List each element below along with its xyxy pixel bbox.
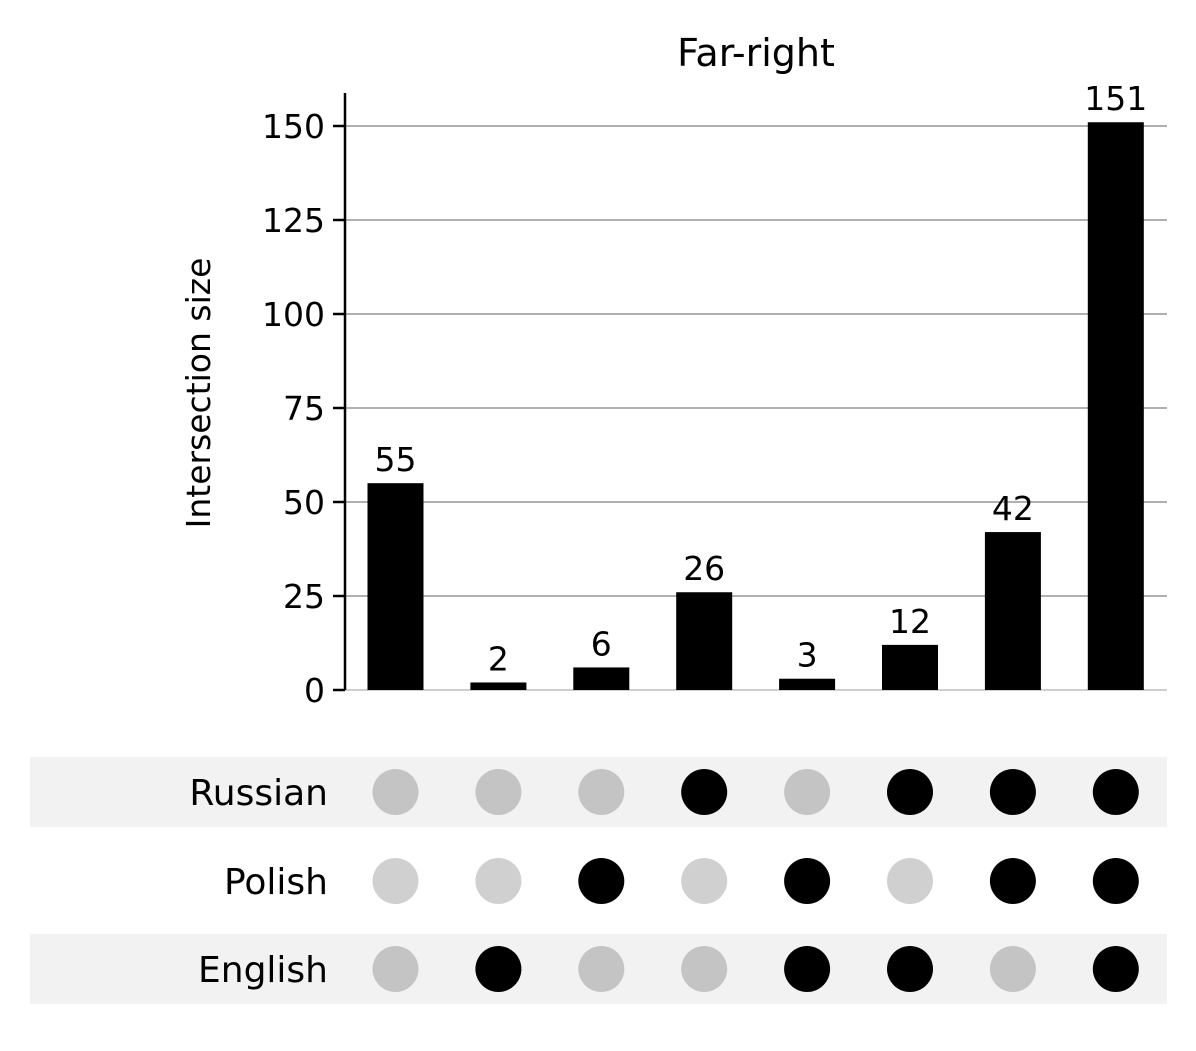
y-axis: 0 25 50 75 100 125 150	[262, 93, 347, 710]
bar-value-label-0: 55	[375, 440, 417, 479]
bar-0	[367, 483, 424, 690]
matrix-dot-polish-2	[578, 858, 625, 904]
matrix-dot-polish-5	[887, 858, 933, 904]
matrix-dot-english-4	[784, 946, 831, 992]
y-tick-label-125: 125	[262, 201, 325, 240]
matrix-dot-english-0	[372, 946, 419, 992]
bar-1	[470, 682, 527, 690]
bars	[367, 122, 1144, 691]
matrix-dot-russian-7	[1092, 769, 1139, 815]
matrix-dot-russian-6	[989, 769, 1036, 815]
bar-5	[882, 644, 938, 690]
y-tick-label-100: 100	[262, 295, 325, 334]
bar-value-label-6: 42	[992, 489, 1034, 528]
y-tick-label-50: 50	[283, 483, 325, 522]
matrix-dot-english-6	[989, 946, 1036, 992]
matrix-dot-english-5	[887, 946, 933, 992]
matrix-dot-english-3	[681, 946, 728, 992]
y-tick-label-0: 0	[304, 671, 325, 710]
y-gridlines	[345, 125, 1167, 691]
set-label-english: English	[198, 950, 328, 991]
matrix-dot-polish-6	[989, 858, 1036, 904]
matrix-dot-russian-3	[681, 769, 728, 815]
matrix-dot-polish-0	[372, 858, 419, 904]
matrix-dot-russian-4	[784, 769, 831, 815]
matrix-dot-polish-7	[1092, 858, 1139, 904]
matrix-dot-polish-3	[681, 858, 728, 904]
y-tick-label-150: 150	[262, 107, 325, 146]
bar-3	[676, 592, 733, 690]
set-label-polish: Polish	[224, 862, 328, 903]
matrix-dot-polish-1	[475, 858, 522, 904]
bar-2	[573, 667, 630, 690]
bar-value-label-3: 26	[683, 549, 725, 588]
matrix-dot-english-7	[1092, 946, 1139, 992]
y-tick-label-25: 25	[283, 577, 325, 616]
membership-matrix	[372, 769, 1139, 992]
bar-7	[1087, 122, 1144, 691]
matrix-dot-english-2	[578, 946, 625, 992]
bar-value-label-2: 6	[591, 624, 612, 663]
y-tick-label-75: 75	[283, 389, 325, 428]
matrix-dot-russian-1	[475, 769, 522, 815]
bar-value-label-1: 2	[488, 639, 509, 678]
bar-4	[779, 678, 836, 690]
matrix-dot-russian-5	[887, 769, 933, 815]
matrix-dot-english-1	[475, 946, 522, 992]
matrix-dot-polish-4	[784, 858, 831, 904]
bar-value-label-5: 12	[889, 602, 931, 641]
set-label-russian: Russian	[189, 773, 328, 814]
matrix-dot-russian-0	[372, 769, 419, 815]
set-labels: Russian Polish English	[189, 773, 328, 991]
chart-title: Far-right	[677, 31, 835, 75]
matrix-dot-russian-2	[578, 769, 625, 815]
bar-value-label-4: 3	[797, 636, 818, 675]
bar-value-label-7: 151	[1084, 79, 1147, 118]
bar-6	[984, 532, 1041, 690]
y-axis-title: Intersection size	[179, 258, 218, 529]
